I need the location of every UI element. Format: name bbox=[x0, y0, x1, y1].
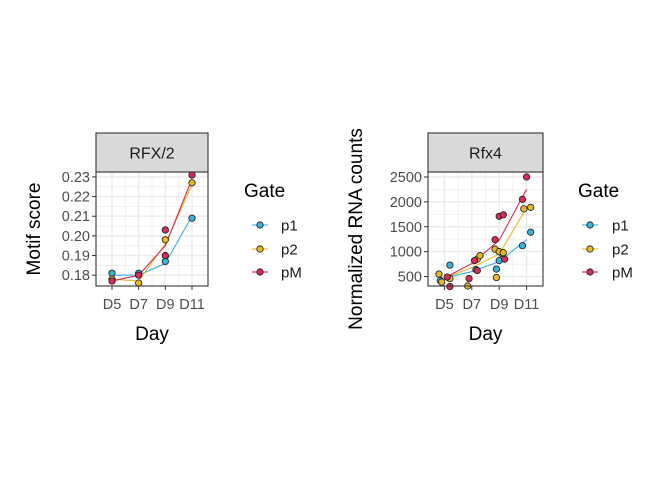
data-point bbox=[161, 257, 169, 266]
facet-strip bbox=[427, 132, 544, 173]
data-point bbox=[518, 242, 527, 250]
y-tick-label: 0.22 bbox=[62, 190, 90, 206]
data-point bbox=[501, 255, 509, 263]
legend-label-p2: p2 bbox=[281, 242, 298, 259]
x-tick-label: D9 bbox=[156, 297, 175, 313]
chart-panel-1: RFX/2 0.18 0.19 0.20 0.21 0.22 0.23 D5 D7 D9 D11 Da… bbox=[24, 132, 302, 345]
data-point bbox=[527, 203, 535, 211]
data-point bbox=[499, 211, 507, 219]
data-point bbox=[188, 214, 196, 222]
x-tick-label: D5 bbox=[103, 297, 122, 313]
x-tick-label: D5 bbox=[435, 297, 454, 313]
chart-panel-2: Rfx4 500 1000 1500 2000 2500 D5 D7 D9 D11 Day Norma… bbox=[346, 128, 633, 345]
y-tick-label: 0.19 bbox=[62, 249, 90, 265]
legend: Gate p1 p2 pM bbox=[578, 181, 633, 282]
data-point bbox=[520, 205, 528, 213]
y-tick-label: 0.18 bbox=[62, 268, 90, 284]
data-point bbox=[135, 279, 143, 287]
facet-strip-label: RFX/2 bbox=[129, 146, 174, 163]
y-tick-label: 1500 bbox=[390, 220, 422, 236]
data-point bbox=[188, 179, 196, 187]
x-tick-label: D11 bbox=[179, 297, 205, 313]
data-point bbox=[491, 236, 499, 244]
legend-label-p2: p2 bbox=[612, 242, 629, 259]
legend-title: Gate bbox=[578, 181, 619, 202]
data-point bbox=[470, 257, 479, 265]
y-tick-label: 500 bbox=[398, 270, 422, 286]
legend-label-p1: p1 bbox=[281, 218, 298, 235]
y-axis-title: Motif score bbox=[24, 183, 45, 276]
y-tick-label: 2500 bbox=[390, 170, 422, 186]
x-axis-title: Day bbox=[135, 324, 169, 345]
data-point bbox=[438, 278, 446, 286]
data-point bbox=[473, 266, 481, 275]
data-point bbox=[135, 271, 143, 279]
data-point bbox=[435, 270, 443, 278]
data-point bbox=[188, 171, 196, 179]
facet-strip-label: Rfx4 bbox=[469, 146, 502, 163]
series-points-pM bbox=[443, 173, 531, 291]
series-line-p2 bbox=[444, 207, 528, 279]
x-axis-title: Day bbox=[469, 324, 503, 345]
legend-key-point-p1 bbox=[256, 221, 264, 229]
data-point bbox=[518, 195, 527, 203]
data-point bbox=[465, 274, 473, 283]
legend-key-point-p1 bbox=[586, 221, 594, 229]
data-point bbox=[446, 261, 454, 269]
y-tick-label: 0.20 bbox=[62, 229, 90, 245]
data-point bbox=[492, 265, 501, 273]
legend-key-point-pM bbox=[256, 268, 264, 276]
data-point bbox=[108, 277, 116, 285]
data-point bbox=[443, 273, 451, 281]
series-line-p1 bbox=[112, 215, 193, 276]
x-tick-label: D7 bbox=[463, 297, 482, 313]
data-point bbox=[161, 251, 169, 260]
data-point bbox=[492, 273, 501, 282]
y-tick-label: 2000 bbox=[390, 195, 422, 211]
data-point bbox=[476, 252, 484, 260]
y-tick-label: 0.23 bbox=[62, 170, 90, 186]
y-axis-title: Normalized RNA counts bbox=[346, 128, 367, 330]
series-line-pM bbox=[444, 189, 528, 279]
data-point bbox=[108, 269, 116, 277]
data-point bbox=[499, 249, 507, 257]
legend-key-point-p2 bbox=[256, 245, 264, 253]
data-point bbox=[522, 173, 531, 181]
data-point bbox=[161, 226, 169, 234]
series-line-pM bbox=[111, 178, 193, 282]
series-line-p1 bbox=[444, 239, 527, 279]
y-tick-label: 0.21 bbox=[62, 209, 90, 225]
legend-label-pM: pM bbox=[612, 265, 633, 282]
x-tick-label: D11 bbox=[514, 297, 540, 313]
legend-title: Gate bbox=[244, 181, 285, 202]
legend-label-p1: p1 bbox=[612, 218, 629, 235]
x-tick-label: D7 bbox=[129, 297, 148, 313]
legend: Gate p1 p2 pM bbox=[244, 181, 302, 282]
data-point bbox=[161, 236, 169, 244]
legend-label-pM: pM bbox=[281, 265, 302, 282]
x-tick-label: D9 bbox=[490, 297, 509, 313]
series-points-pM bbox=[108, 171, 196, 285]
series-line-p2 bbox=[111, 184, 193, 282]
legend-key-point-pM bbox=[586, 268, 594, 276]
legend-key-point-p2 bbox=[586, 245, 594, 253]
data-point bbox=[527, 228, 535, 236]
facet-strip bbox=[95, 132, 209, 173]
y-tick-label: 1000 bbox=[390, 245, 422, 261]
